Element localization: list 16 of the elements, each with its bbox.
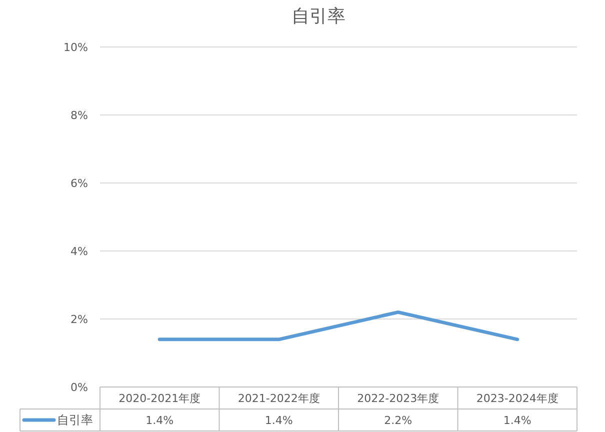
data-label: 1.4% — [264, 414, 293, 427]
data-label: 1.4% — [503, 414, 532, 427]
x-tick-label: 2021-2022年度 — [238, 392, 320, 405]
y-tick-label: 10% — [64, 41, 88, 54]
x-tick-label: 2023-2024年度 — [476, 392, 558, 405]
data-label: 2.2% — [384, 414, 412, 427]
y-tick-label: 8% — [70, 109, 88, 122]
chart-title: 自引率 — [292, 6, 346, 27]
x-tick-label: 2020-2021年度 — [118, 392, 201, 405]
data-label: 1.4% — [146, 414, 174, 427]
x-tick-label: 2022-2023年度 — [357, 392, 440, 405]
y-tick-label: 0% — [70, 381, 88, 394]
y-tick-label: 6% — [70, 177, 88, 190]
y-tick-label: 4% — [70, 245, 88, 258]
legend-label: 自引率 — [57, 413, 93, 427]
y-tick-label: 2% — [70, 313, 88, 326]
